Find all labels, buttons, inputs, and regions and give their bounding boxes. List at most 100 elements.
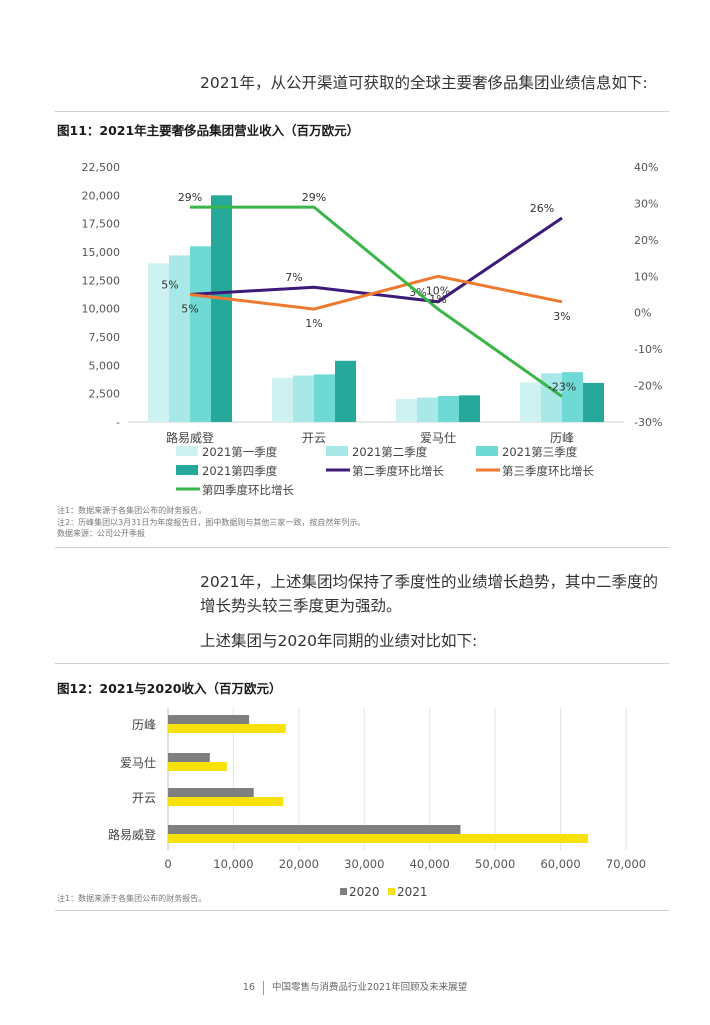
- bar: [211, 195, 232, 422]
- x-tick-label: 开云: [302, 431, 326, 445]
- data-label: 10%: [426, 284, 450, 297]
- x-tick-label: 40,000: [410, 857, 450, 871]
- data-label: 1%: [429, 293, 446, 306]
- x-tick-label: 70,000: [606, 857, 646, 871]
- bar: [562, 372, 583, 422]
- fig11-chart: - 2,500 5,000 7,500 10,000 12,500 15,000 17,500…: [82, 161, 663, 497]
- legend-label: 2021: [397, 885, 428, 899]
- page-footer: 16 中国零售与消费品行业2021年回顾及未来展望: [0, 979, 710, 995]
- y-tick-label: 爱马仕: [120, 756, 156, 770]
- fig11-notes: 注1：数据来源于各集团公布的财务报告。 注2：历峰集团以3月31日为年度报告日，…: [57, 505, 365, 540]
- bar: [168, 762, 227, 771]
- y-tick-label: 15,000: [82, 246, 121, 259]
- y-tick-label: -: [116, 416, 120, 429]
- data-label: 26%: [530, 202, 554, 215]
- legend-label: 第四季度环比增长: [202, 483, 294, 497]
- bar: [169, 255, 190, 422]
- bar: [314, 374, 335, 422]
- legend-label: 第二季度环比增长: [352, 464, 444, 478]
- bar: [168, 715, 250, 724]
- y-tick-label: 17,500: [82, 218, 121, 231]
- bar: [396, 398, 417, 422]
- x-tick-label: 60,000: [540, 857, 580, 871]
- bar: [190, 246, 211, 422]
- y2-tick-label: 40%: [634, 161, 658, 174]
- x-tick-label: 30,000: [344, 857, 384, 871]
- footer-title: 中国零售与消费品行业2021年回顾及未来展望: [271, 982, 468, 993]
- legend-label: 2021第二季度: [352, 445, 428, 459]
- data-label: -23%: [548, 381, 576, 394]
- legend-swatch: [340, 888, 347, 895]
- fig11-source: 数据来源：公司公开季报: [57, 529, 145, 538]
- y-tick-label: 12,500: [82, 274, 121, 287]
- page-number: 16: [242, 982, 255, 993]
- y2-tick-label: 10%: [634, 270, 658, 283]
- x-tick-label: 50,000: [475, 857, 515, 871]
- fig11-note-2: 注2：历峰集团以3月31日为年度报告日，图中数据则与其他三家一致，按自然年列示。: [57, 517, 366, 527]
- y-tick-label: 10,000: [82, 303, 121, 316]
- growth-line: [190, 205, 563, 398]
- legend-swatch: [326, 446, 348, 456]
- y-tick-label: 2,500: [89, 388, 121, 401]
- x-tick-label: 路易威登: [166, 430, 214, 445]
- y2-tick-label: -10%: [634, 343, 662, 356]
- growth-line: [189, 274, 563, 311]
- bar: [438, 395, 459, 422]
- bar: [583, 382, 604, 422]
- growth-line: [189, 216, 563, 304]
- footer-separator: [262, 980, 264, 995]
- y2-tick-label: 20%: [634, 234, 658, 247]
- mid-paragraph-1: 2021年，上述集团均保持了季度性的业绩增长趋势，其中二季度的增长势头较三季度更…: [200, 573, 658, 615]
- legend-label: 2020: [349, 885, 380, 899]
- data-label: 29%: [302, 191, 326, 204]
- fig12-notes: 注1：数据来源于各集团公布的财务报告。: [57, 893, 206, 905]
- y2-tick-label: 30%: [634, 197, 658, 210]
- data-label: 5%: [181, 303, 198, 316]
- fig11-note-1: 注1：数据来源于各集团公布的财务报告。: [57, 506, 207, 515]
- data-label: 3%: [553, 310, 570, 323]
- fig12-title: 图12：2021与2020收入（百万欧元）: [57, 681, 282, 696]
- fig11-title: 图11：2021年主要奢侈品集团营业收入（百万欧元）: [57, 123, 360, 138]
- bar: [417, 397, 438, 422]
- data-label: 29%: [178, 191, 202, 204]
- fig11-bottom-rule: [55, 547, 669, 548]
- legend-label: 2021第三季度: [502, 445, 578, 459]
- data-label: 5%: [161, 279, 178, 292]
- y-tick-label: 5,000: [89, 359, 121, 372]
- y-tick-label: 20,000: [82, 189, 121, 202]
- fig12-bottom-rule: [55, 910, 669, 911]
- bar: [148, 263, 169, 422]
- y2-tick-label: 0%: [634, 307, 651, 320]
- legend-label: 2021第一季度: [202, 445, 278, 459]
- y2-tick-label: -20%: [634, 380, 662, 393]
- fig12-chart: 0 10,000 20,000 30,000 40,000 50,000 60,000 70,…: [108, 708, 646, 899]
- y2-tick-label: -30%: [634, 416, 662, 429]
- bar: [272, 377, 293, 422]
- bar: [168, 753, 210, 762]
- legend-swatch: [176, 446, 198, 456]
- fig12-top-rule: [55, 663, 669, 664]
- bar: [168, 825, 461, 834]
- bar: [459, 395, 480, 422]
- x-tick-label: 20,000: [279, 857, 319, 871]
- intro-paragraph: 2021年，从公开渠道可获取的全球主要奢侈品集团业绩信息如下:: [200, 74, 648, 92]
- legend-label: 2021第四季度: [202, 464, 278, 478]
- y-tick-label: 路易威登: [108, 827, 156, 842]
- x-tick-label: 历峰: [550, 431, 574, 445]
- bar: [168, 788, 254, 797]
- y-tick-label: 开云: [132, 791, 156, 805]
- y-tick-label: 历峰: [132, 718, 156, 732]
- legend-label: 第三季度环比增长: [502, 464, 594, 478]
- bar: [168, 724, 286, 733]
- y-tick-label: 22,500: [82, 161, 121, 174]
- x-tick-label: 0: [164, 857, 171, 871]
- x-tick-label: 10,000: [213, 857, 253, 871]
- fig11-top-rule: [55, 111, 669, 112]
- bar: [168, 834, 589, 843]
- bar: [293, 375, 314, 422]
- legend-swatch: [388, 888, 395, 895]
- mid-paragraph-2: 上述集团与2020年同期的业绩对比如下:: [200, 632, 478, 650]
- fig12-note-1: 注1：数据来源于各集团公布的财务报告。: [57, 894, 207, 903]
- legend-swatch: [476, 446, 498, 456]
- legend-swatch: [176, 465, 198, 475]
